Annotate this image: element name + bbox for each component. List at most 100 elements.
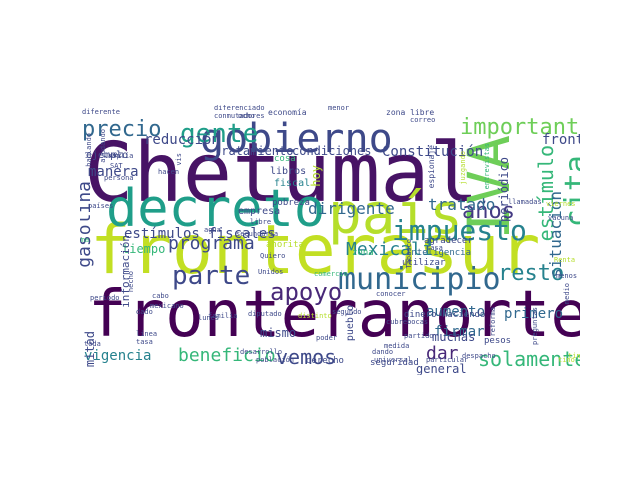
word-primero: primero bbox=[504, 306, 564, 322]
word-programa: programa bbox=[168, 233, 255, 254]
word-entrevistas: entrevistas bbox=[483, 143, 491, 190]
word-segundo: segundo bbox=[332, 308, 362, 316]
word-dando: dando bbox=[372, 348, 394, 356]
word-hoy: hoy bbox=[309, 165, 323, 187]
word-municipio: municipio bbox=[338, 262, 501, 297]
word-seguridad: seguridad bbox=[370, 358, 419, 368]
word-beneficio: beneficio bbox=[178, 345, 276, 366]
word-tratado: tratado bbox=[428, 195, 496, 214]
word-familia: familia bbox=[208, 312, 238, 320]
word-frontera: frontera bbox=[542, 132, 580, 148]
word-constitucion: Constitución bbox=[382, 144, 484, 160]
word-poder: poder bbox=[316, 334, 338, 342]
word-haciendo: haciendo bbox=[442, 310, 486, 320]
word-distinto: distinto bbox=[298, 312, 332, 320]
word-universal: universal bbox=[374, 356, 412, 364]
word-empresa: empresa bbox=[238, 206, 281, 217]
word-sat: SAT bbox=[110, 162, 123, 170]
word-parte: parte bbox=[172, 261, 251, 291]
word-muchas: muchas bbox=[432, 330, 476, 344]
word-secundaria: secundaria bbox=[236, 230, 279, 238]
word-fronteranorte: fronteranorte bbox=[88, 278, 580, 352]
word-viernes: viernes bbox=[546, 200, 576, 208]
word-manera: manera bbox=[88, 164, 139, 180]
word-vigencia: vigencia bbox=[84, 348, 152, 364]
word-pobreza: pobreza bbox=[272, 198, 310, 208]
word-economia: economía bbox=[268, 108, 307, 117]
word-mismo: mismo bbox=[260, 326, 297, 340]
word-derecho: derecho bbox=[306, 356, 344, 366]
word-poblacion: población bbox=[256, 356, 294, 364]
word-conocer: conocer bbox=[376, 290, 406, 298]
word-diputado: diputado bbox=[248, 310, 282, 318]
word-general: general bbox=[416, 362, 467, 375]
word-dar: dar bbox=[426, 343, 459, 364]
word-casa: casa bbox=[426, 244, 443, 252]
word-zona: zona bbox=[352, 248, 374, 258]
word-cloud: Chetumal fronterasur fronteranorte decreto p… bbox=[80, 105, 580, 375]
word-periodo: periodo bbox=[90, 294, 120, 302]
word-despacho: despacho bbox=[462, 352, 496, 360]
word-dirigente: dirigente bbox=[308, 199, 395, 218]
word-mitad: mitad bbox=[83, 331, 97, 368]
word-decreto: decreto bbox=[106, 179, 326, 239]
word-impuesto: impuesto bbox=[392, 214, 527, 247]
word-conmutadores: conmutadores bbox=[214, 112, 265, 120]
word-renta: Renta bbox=[554, 256, 576, 264]
word-ayudando: ayudando bbox=[99, 129, 107, 163]
word-tratamiento: tratamiento bbox=[214, 144, 294, 158]
word-llamadas: llamadas bbox=[508, 198, 542, 206]
word-importante: importante bbox=[460, 115, 580, 140]
word-agradecer: agradecer bbox=[424, 236, 473, 246]
word-toda: toda bbox=[84, 340, 101, 348]
word-inteligencia: Inteligencia bbox=[406, 248, 472, 258]
word-diferente: diferente bbox=[82, 108, 120, 116]
word-misma: misma bbox=[80, 236, 90, 244]
word-agua: agua bbox=[204, 226, 221, 234]
word-persona: persona bbox=[104, 174, 134, 182]
word-anos: años bbox=[462, 199, 515, 224]
word-paises: países bbox=[88, 202, 114, 210]
word-fiscal: fiscal bbox=[274, 178, 311, 189]
word-menor: menor bbox=[328, 105, 350, 112]
word-linea: línea bbox=[136, 330, 158, 338]
word-aumento: aumento bbox=[426, 304, 486, 320]
word-precio: precio bbox=[82, 117, 162, 142]
word-periodico: periódico bbox=[497, 157, 511, 223]
word-pesos: pesos bbox=[484, 336, 512, 346]
word-dado: dado bbox=[136, 308, 153, 316]
word-tabasco: Tabasco bbox=[405, 239, 413, 269]
word-juzgando: juzgando bbox=[459, 151, 467, 185]
word-libros: libros bbox=[270, 166, 307, 177]
word-cabo: cabo bbox=[152, 292, 169, 300]
word-utilizar: utilizar bbox=[402, 258, 446, 268]
word-resto: resto bbox=[498, 261, 565, 286]
word-medio: medio bbox=[563, 283, 571, 305]
word-cubrebocas: cubrebocas bbox=[386, 318, 429, 326]
word-zona-libre: zona libre bbox=[386, 108, 435, 117]
word-comercio: comercio bbox=[314, 270, 348, 278]
word-gobierno: gobierno bbox=[200, 116, 393, 162]
word-unidos: Unidos bbox=[258, 268, 284, 276]
word-tino: tino bbox=[568, 352, 580, 360]
word-tasa: tasa bbox=[136, 338, 153, 346]
word-espionaje: espionaje bbox=[427, 145, 436, 189]
word-chetumal: Chetumal bbox=[84, 126, 479, 221]
word-apoyo: apoyo bbox=[270, 278, 343, 306]
word-partido: partido bbox=[404, 332, 434, 340]
word-menos: menos bbox=[556, 272, 578, 280]
word-quiero: Quiero bbox=[260, 252, 286, 260]
word-fronterasur: fronterasur bbox=[90, 211, 541, 290]
word-tino: tino bbox=[558, 356, 575, 364]
word-tiempo: tiempo bbox=[122, 242, 166, 256]
word-hacen: hacen bbox=[158, 168, 180, 176]
word-libre: libre bbox=[250, 218, 272, 226]
word-reduccion: reducción bbox=[144, 132, 220, 148]
word-vez: vez bbox=[108, 150, 123, 159]
word-condiciones: condiciones bbox=[292, 144, 372, 158]
word-vemos: vemos bbox=[276, 345, 337, 369]
word-particular: particular bbox=[426, 356, 469, 364]
word-ahorita: ahorita bbox=[266, 240, 304, 250]
word-desarrollo: desarrollo bbox=[240, 348, 283, 356]
